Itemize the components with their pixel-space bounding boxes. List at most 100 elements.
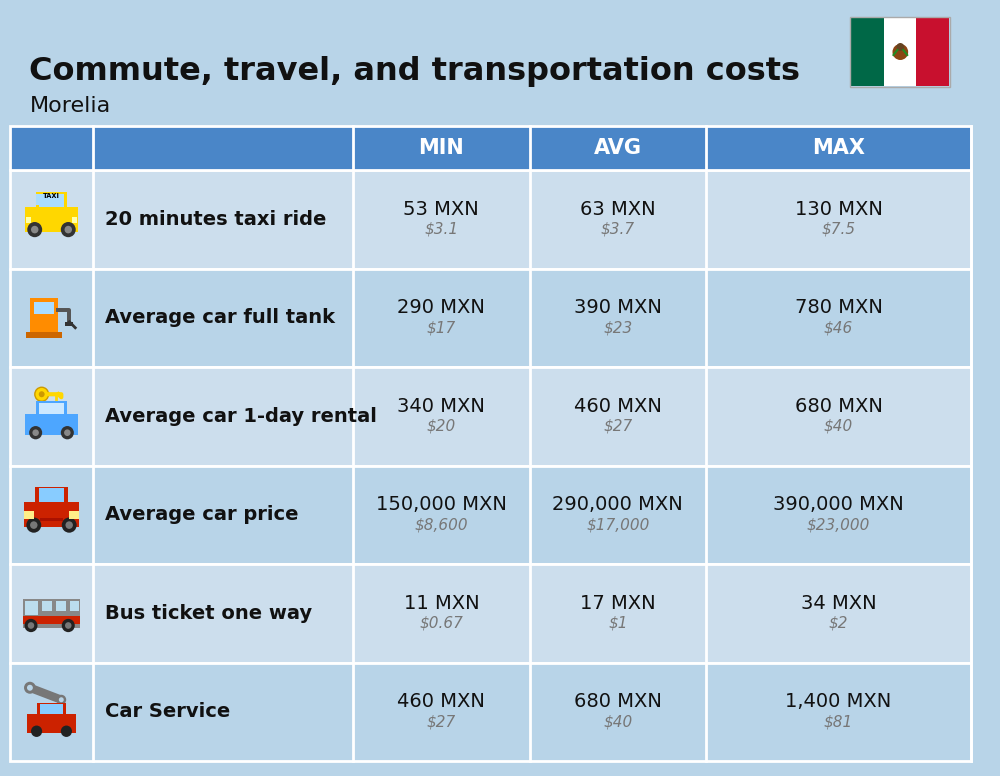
Circle shape — [65, 622, 72, 629]
Circle shape — [27, 684, 33, 691]
Circle shape — [59, 698, 64, 702]
Text: 20 minutes taxi ride: 20 minutes taxi ride — [105, 210, 326, 229]
Text: 680 MXN: 680 MXN — [574, 692, 662, 712]
Bar — [70, 601, 79, 611]
Circle shape — [29, 426, 42, 439]
Bar — [27, 714, 76, 733]
Text: 680 MXN: 680 MXN — [795, 397, 882, 416]
Text: $3.1: $3.1 — [424, 222, 458, 237]
Bar — [72, 217, 77, 223]
Bar — [851, 18, 884, 86]
Text: Morelia: Morelia — [29, 96, 111, 116]
Text: $7.5: $7.5 — [821, 222, 856, 237]
Bar — [39, 194, 64, 207]
Bar — [42, 601, 52, 611]
Text: 130 MXN: 130 MXN — [795, 199, 882, 219]
Text: 150,000 MXN: 150,000 MXN — [376, 495, 507, 514]
Bar — [28, 601, 38, 611]
Circle shape — [28, 622, 34, 629]
Text: 34 MXN: 34 MXN — [801, 594, 876, 613]
Circle shape — [61, 426, 74, 439]
Bar — [25, 601, 38, 615]
Circle shape — [24, 682, 36, 694]
Bar — [24, 511, 34, 518]
Text: $46: $46 — [824, 320, 853, 335]
Bar — [69, 511, 79, 518]
Bar — [10, 367, 971, 466]
Bar — [916, 18, 949, 86]
Bar — [10, 564, 971, 663]
Bar — [10, 663, 971, 761]
Text: $81: $81 — [824, 714, 853, 729]
Bar — [850, 17, 950, 87]
Bar — [37, 703, 66, 716]
Text: $23: $23 — [603, 320, 632, 335]
Text: Average car full tank: Average car full tank — [105, 308, 335, 327]
Bar — [26, 217, 31, 223]
Text: TAXI: TAXI — [43, 193, 60, 199]
Bar — [23, 615, 80, 623]
Text: $27: $27 — [603, 419, 632, 434]
Text: 290 MXN: 290 MXN — [397, 298, 485, 317]
Bar — [884, 18, 916, 86]
Text: $2: $2 — [829, 615, 848, 631]
Text: $0.67: $0.67 — [419, 615, 463, 631]
Circle shape — [35, 387, 49, 401]
Bar — [10, 466, 971, 564]
Circle shape — [31, 726, 42, 737]
Circle shape — [24, 618, 38, 632]
Text: MIN: MIN — [418, 138, 464, 158]
Bar — [53, 194, 63, 205]
Text: $17: $17 — [427, 320, 456, 335]
Circle shape — [61, 222, 76, 237]
Bar — [40, 518, 63, 521]
Text: $20: $20 — [427, 419, 456, 434]
Bar — [25, 207, 78, 231]
Bar — [26, 331, 62, 338]
Text: 1,400 MXN: 1,400 MXN — [785, 692, 892, 712]
Bar — [23, 599, 80, 628]
Text: 63 MXN: 63 MXN — [580, 199, 656, 219]
Bar — [10, 268, 971, 367]
Text: 780 MXN: 780 MXN — [795, 298, 882, 317]
Bar — [39, 488, 64, 502]
Text: 340 MXN: 340 MXN — [397, 397, 485, 416]
Bar — [36, 192, 67, 209]
Text: Commute, travel, and transportation costs: Commute, travel, and transportation cost… — [29, 56, 800, 87]
Bar — [24, 502, 79, 527]
Text: AVG: AVG — [594, 138, 642, 158]
Text: $17,000: $17,000 — [586, 518, 650, 532]
Text: $23,000: $23,000 — [807, 518, 870, 532]
Bar — [36, 194, 46, 205]
Text: Average car 1-day rental: Average car 1-day rental — [105, 407, 377, 426]
Bar — [65, 322, 73, 326]
Bar — [35, 487, 68, 504]
Circle shape — [39, 391, 45, 397]
Text: 460 MXN: 460 MXN — [574, 397, 662, 416]
Text: $40: $40 — [824, 419, 853, 434]
Circle shape — [62, 518, 77, 532]
Circle shape — [27, 222, 42, 237]
Circle shape — [62, 618, 75, 632]
Circle shape — [26, 518, 41, 532]
Text: $40: $40 — [603, 714, 632, 729]
Bar — [25, 414, 78, 435]
Bar — [30, 298, 58, 338]
Bar — [10, 170, 971, 268]
Text: $1: $1 — [608, 615, 628, 631]
Text: 460 MXN: 460 MXN — [397, 692, 485, 712]
Circle shape — [56, 695, 66, 705]
Circle shape — [892, 44, 908, 60]
Text: MAX: MAX — [812, 138, 865, 158]
Text: Car Service: Car Service — [105, 702, 230, 721]
Text: $3.7: $3.7 — [601, 222, 635, 237]
Circle shape — [32, 429, 39, 436]
Circle shape — [30, 521, 38, 529]
Circle shape — [31, 226, 38, 234]
Text: Average car price: Average car price — [105, 505, 298, 525]
Text: 390 MXN: 390 MXN — [574, 298, 662, 317]
Text: Bus ticket one way: Bus ticket one way — [105, 604, 312, 623]
Circle shape — [896, 43, 904, 51]
Text: 11 MXN: 11 MXN — [404, 594, 479, 613]
Bar — [10, 126, 971, 170]
